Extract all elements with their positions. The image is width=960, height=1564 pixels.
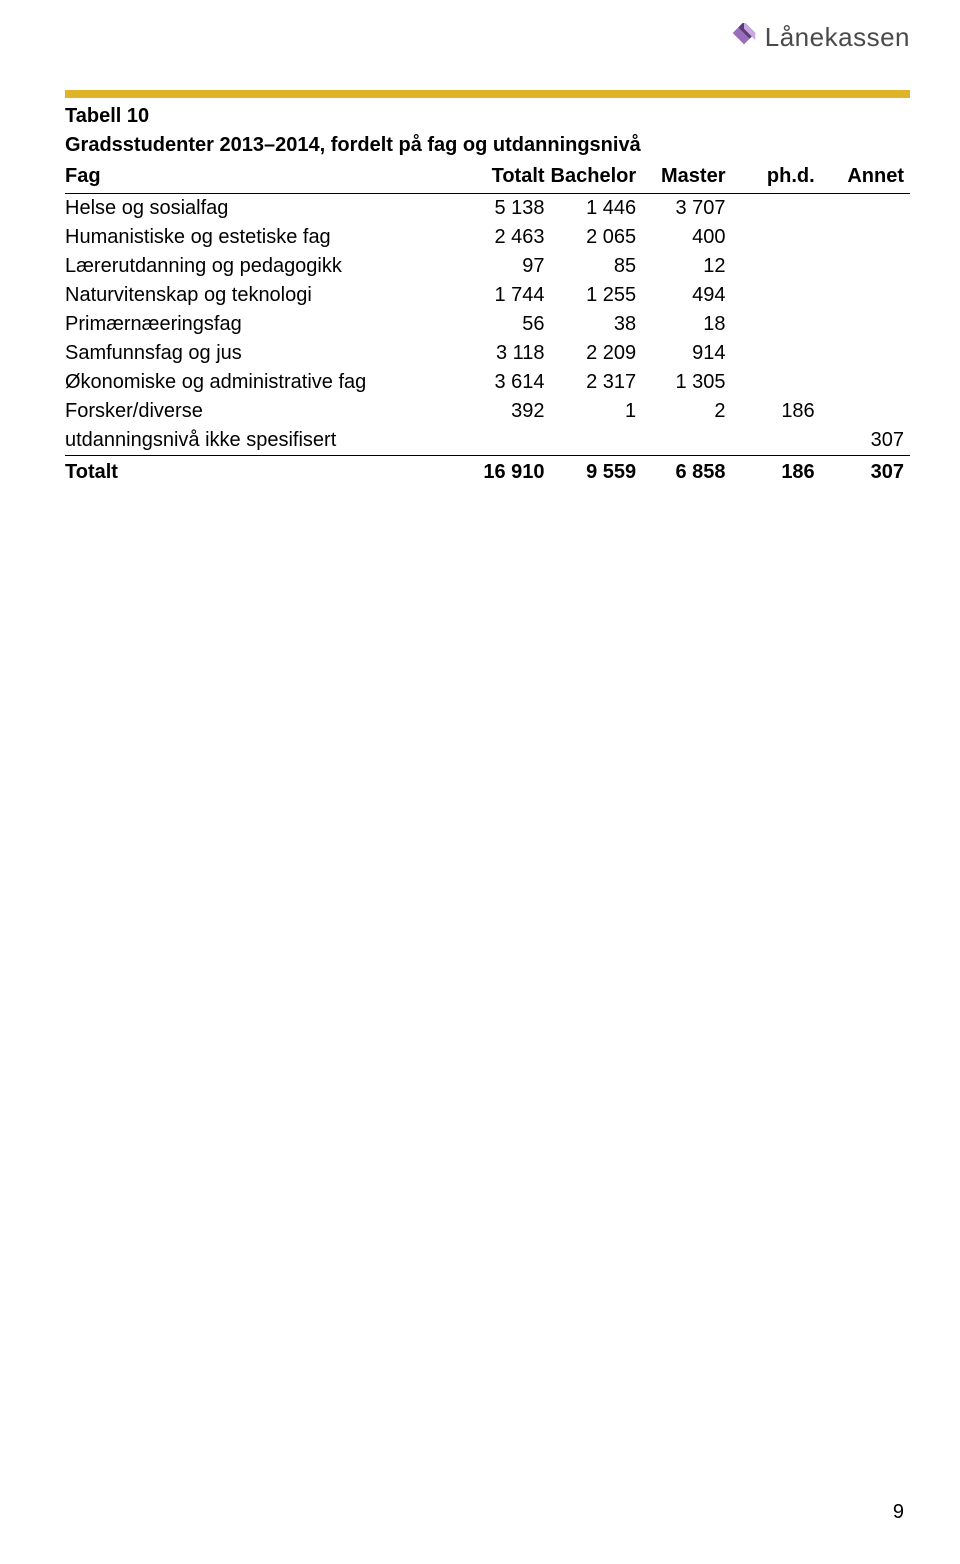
cell-value <box>821 310 910 339</box>
main-content: Tabell 10 Gradsstudenter 2013–2014, ford… <box>65 90 910 487</box>
cell-value: 2 <box>642 397 731 426</box>
table-accent-bar <box>65 90 910 98</box>
table-header-row: Fag Totalt Bachelor Master ph.d. Annet <box>65 162 910 194</box>
table-row: Naturvitenskap og teknologi 1 744 1 255 … <box>65 281 910 310</box>
cell-value: 12 <box>642 252 731 281</box>
col-totalt: Totalt <box>461 162 550 194</box>
cell-label: Humanistiske og estetiske fag <box>65 223 461 252</box>
cell-value <box>732 310 821 339</box>
cell-label: Forsker/diverse <box>65 397 461 426</box>
page-number: 9 <box>893 1501 904 1524</box>
cell-label: Naturvitenskap og teknologi <box>65 281 461 310</box>
col-fag: Fag <box>65 162 461 194</box>
table-row: Samfunnsfag og jus 3 118 2 209 914 <box>65 339 910 368</box>
cell-value <box>821 339 910 368</box>
col-bachelor: Bachelor <box>551 162 643 194</box>
cell-value: 2 209 <box>551 339 643 368</box>
cell-label: Helse og sosialfag <box>65 194 461 224</box>
cell-value <box>732 281 821 310</box>
cell-value: 2 317 <box>551 368 643 397</box>
total-value: 9 559 <box>551 456 643 488</box>
cell-value: 2 065 <box>551 223 643 252</box>
col-master: Master <box>642 162 731 194</box>
cell-value <box>732 252 821 281</box>
cell-value: 400 <box>642 223 731 252</box>
cell-value: 5 138 <box>461 194 550 224</box>
cell-value: 186 <box>732 397 821 426</box>
table-row: utdanningsnivå ikke spesifisert 307 <box>65 426 910 456</box>
cell-value <box>461 426 550 456</box>
cell-value <box>821 223 910 252</box>
cell-value <box>821 194 910 224</box>
cell-value: 1 744 <box>461 281 550 310</box>
cell-value: 1 <box>551 397 643 426</box>
total-value: 6 858 <box>642 456 731 488</box>
data-table: Tabell 10 Gradsstudenter 2013–2014, ford… <box>65 98 910 487</box>
cell-value: 2 463 <box>461 223 550 252</box>
cell-value <box>821 281 910 310</box>
cell-label: utdanningsnivå ikke spesifisert <box>65 426 461 456</box>
logo-text: Lånekassen <box>765 22 910 53</box>
total-label: Totalt <box>65 456 461 488</box>
cell-label: Samfunnsfag og jus <box>65 339 461 368</box>
cell-value: 3 118 <box>461 339 550 368</box>
cell-value <box>821 368 910 397</box>
table-title-row: Tabell 10 <box>65 98 910 131</box>
cell-value: 1 255 <box>551 281 643 310</box>
col-phd: ph.d. <box>732 162 821 194</box>
cell-value <box>642 426 731 456</box>
cell-value: 307 <box>821 426 910 456</box>
cell-value: 18 <box>642 310 731 339</box>
table-row: Primærnæeringsfag 56 38 18 <box>65 310 910 339</box>
table-subtitle: Gradsstudenter 2013–2014, fordelt på fag… <box>65 131 910 162</box>
cell-value <box>821 252 910 281</box>
cell-value <box>732 194 821 224</box>
cell-value <box>551 426 643 456</box>
total-value: 16 910 <box>461 456 550 488</box>
table-row: Økonomiske og administrative fag 3 614 2… <box>65 368 910 397</box>
total-value: 307 <box>821 456 910 488</box>
cell-value: 97 <box>461 252 550 281</box>
cell-value: 914 <box>642 339 731 368</box>
cell-value: 56 <box>461 310 550 339</box>
cell-value: 85 <box>551 252 643 281</box>
brand-logo: Lånekassen <box>729 22 910 53</box>
table-title: Tabell 10 <box>65 98 910 131</box>
cell-value <box>732 368 821 397</box>
cell-label: Økonomiske og administrative fag <box>65 368 461 397</box>
cell-value <box>732 223 821 252</box>
col-annet: Annet <box>821 162 910 194</box>
cell-label: Lærerutdanning og pedagogikk <box>65 252 461 281</box>
cell-value: 494 <box>642 281 731 310</box>
cell-value: 38 <box>551 310 643 339</box>
cell-value <box>732 339 821 368</box>
total-value: 186 <box>732 456 821 488</box>
cell-value: 3 707 <box>642 194 731 224</box>
cell-label: Primærnæeringsfag <box>65 310 461 339</box>
cell-value: 392 <box>461 397 550 426</box>
table-row: Helse og sosialfag 5 138 1 446 3 707 <box>65 194 910 224</box>
cell-value <box>821 397 910 426</box>
table-row: Forsker/diverse 392 1 2 186 <box>65 397 910 426</box>
cell-value: 3 614 <box>461 368 550 397</box>
table-subtitle-row: Gradsstudenter 2013–2014, fordelt på fag… <box>65 131 910 162</box>
table-row: Lærerutdanning og pedagogikk 97 85 12 <box>65 252 910 281</box>
table-row: Humanistiske og estetiske fag 2 463 2 06… <box>65 223 910 252</box>
cell-value <box>732 426 821 456</box>
cell-value: 1 305 <box>642 368 731 397</box>
cell-value: 1 446 <box>551 194 643 224</box>
table-total-row: Totalt 16 910 9 559 6 858 186 307 <box>65 456 910 488</box>
logo-icon <box>729 23 759 53</box>
